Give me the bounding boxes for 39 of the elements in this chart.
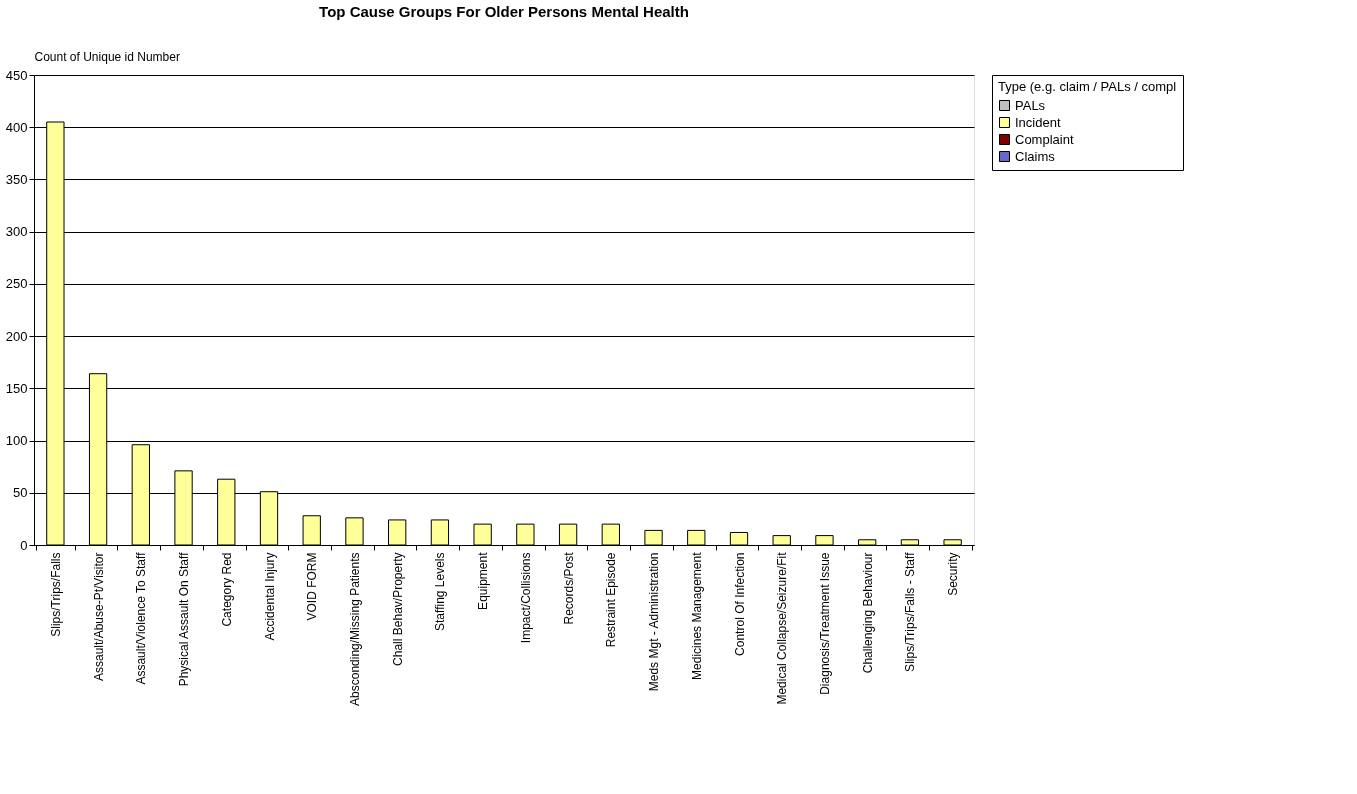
x-tick-label: Slips/Trips/Falls bbox=[48, 552, 63, 637]
x-tick-label: Meds Mgt - Administration bbox=[647, 552, 662, 692]
legend-label: PALs bbox=[1015, 97, 1046, 113]
x-tick-label: Staffing Levels bbox=[433, 552, 448, 631]
x-tick-label: Diagnosis/Treatment Issue bbox=[817, 552, 832, 695]
y-tick-label: 300 bbox=[5, 224, 28, 240]
y-tick-label: 350 bbox=[5, 171, 28, 187]
chart-title: Top Cause Groups For Older Persons Mental Health bbox=[319, 3, 689, 20]
x-tick-label: Chall Behav/Property bbox=[390, 552, 405, 666]
y-tick-label: 100 bbox=[5, 433, 28, 449]
x-tick-label: Physical Assault On Staff bbox=[177, 551, 192, 687]
legend-title: Type (e.g. claim / PALs / compl bbox=[998, 79, 1177, 94]
y-tick-label: 400 bbox=[5, 119, 28, 135]
y-tick-label: 150 bbox=[5, 380, 28, 396]
x-tick-label: Challenging Behaviour bbox=[860, 552, 875, 674]
x-tick-label: Medical Collapse/Seizure/Fit bbox=[775, 551, 790, 705]
x-tick-label: Absconding/Missing Patients bbox=[347, 552, 362, 706]
y-tick-label: 50 bbox=[13, 485, 28, 501]
legend-label: Claims bbox=[1015, 148, 1056, 164]
y-tick-label: 200 bbox=[5, 328, 28, 344]
y-tick-label: 0 bbox=[20, 537, 28, 553]
x-tick-label: Accidental Injury bbox=[262, 552, 277, 641]
legend-label: Incident bbox=[1015, 114, 1061, 130]
y-tick-label: 450 bbox=[5, 67, 28, 83]
x-tick-label: Assault/Violence To Staff bbox=[134, 551, 149, 685]
x-tick-label: Control Of Infection bbox=[732, 552, 747, 656]
x-tick-label: Restraint Episode bbox=[604, 552, 619, 648]
legend-label: Complaint bbox=[1015, 131, 1074, 147]
y-axis-title: Count of Unique id Number bbox=[34, 49, 180, 64]
x-tick-label: Category Red bbox=[219, 552, 234, 627]
x-tick-label: VOID FORM bbox=[305, 552, 320, 621]
y-tick-label: 250 bbox=[5, 276, 28, 292]
x-tick-label: Records/Post bbox=[561, 551, 576, 625]
x-tick-label: Impact/Collisions bbox=[518, 552, 533, 644]
x-tick-label: Assault/Abuse-Pt/Visitor bbox=[91, 552, 106, 682]
x-tick-label: Security bbox=[946, 552, 961, 596]
x-tick-label: Medicines Management bbox=[689, 551, 704, 680]
x-tick-label: Equipment bbox=[476, 551, 491, 610]
x-tick-label: Slips/Trips/Falls - Staff bbox=[903, 551, 918, 672]
